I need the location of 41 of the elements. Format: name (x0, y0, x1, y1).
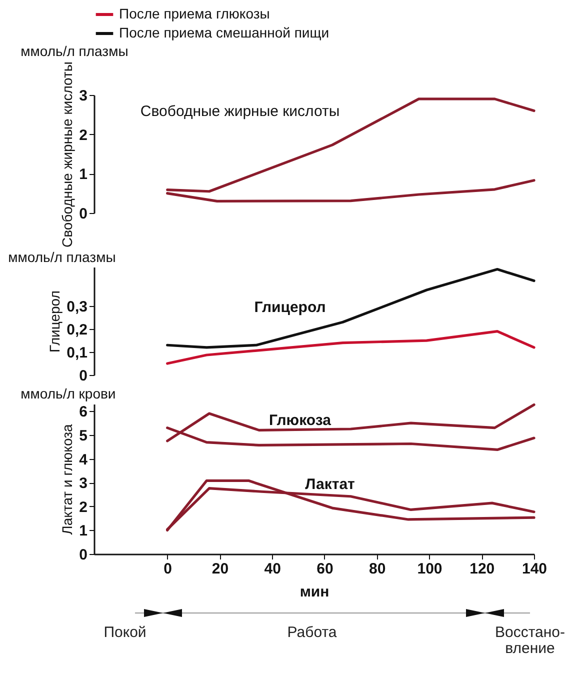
y-tick-label: 3 (79, 475, 88, 492)
y-tick-label: 1 (79, 166, 88, 184)
y-tick-label: 0 (79, 546, 88, 564)
x-tick-label: 40 (264, 560, 281, 578)
annotation: Свободные жирные кислоты (140, 103, 340, 120)
y-tick-label: 2 (79, 498, 88, 516)
y-tick-label: 1 (79, 522, 88, 540)
annotation: Глюкоза (269, 412, 332, 429)
y-tick-label: 0,1 (66, 344, 88, 362)
text: Работа (287, 624, 337, 641)
annotation: Лактат (305, 476, 355, 493)
y-tick-label: 2 (79, 126, 88, 144)
y-tick-label: 3 (79, 88, 88, 104)
x-tick-label: 0 (164, 560, 172, 578)
y-axis-title: Глицерол (46, 290, 63, 352)
y-tick-label: 0 (79, 206, 88, 222)
y-axis-title: Свободные жирные кислоты (59, 62, 76, 248)
y-tick-label: 0,2 (66, 322, 88, 339)
y-tick-label: 0,3 (66, 298, 88, 316)
x-tick-label: 20 (212, 560, 229, 578)
y-tick-label: 0 (79, 368, 88, 384)
x-tick-label: 60 (316, 560, 334, 578)
chart-subtitle: ммоль/л плазмы (8, 249, 116, 265)
legend-label: После приема смешанной пищи (119, 24, 330, 40)
y-tick-label: 6 (79, 404, 88, 421)
legend-label: После приема глюкозы (119, 6, 270, 22)
text: Восстано-вление (494, 624, 566, 657)
line-series (166, 268, 536, 349)
x-axis-title: мин (300, 584, 330, 600)
y-tick-label: 4 (79, 451, 88, 468)
chart-subtitle: ммоль/л плазмы (20, 43, 128, 60)
x-tick-label: 100 (417, 560, 442, 578)
annotation: Глицерол (254, 299, 326, 316)
line-series (166, 330, 536, 365)
y-tick-label: 5 (79, 427, 88, 444)
y-axis-title: Лактат и глюкоза (59, 424, 76, 535)
text: Покой (104, 624, 146, 641)
x-tick-label: 80 (369, 560, 386, 578)
x-tick-label: 120 (470, 560, 495, 578)
x-tick-label: 140 (522, 560, 548, 578)
chart-subtitle: ммоль/л крови (20, 385, 116, 402)
